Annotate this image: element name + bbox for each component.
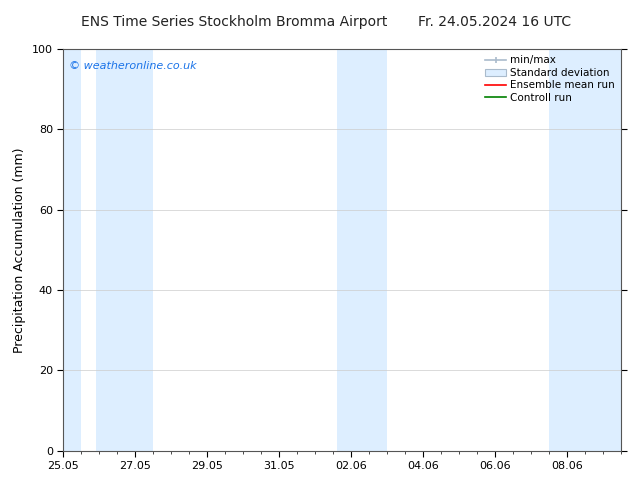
- Text: Fr. 24.05.2024 16 UTC: Fr. 24.05.2024 16 UTC: [418, 15, 571, 29]
- Bar: [96, 49, 153, 451]
- Y-axis label: Precipitation Accumulation (mm): Precipitation Accumulation (mm): [13, 147, 27, 353]
- Text: © weatheronline.co.uk: © weatheronline.co.uk: [69, 61, 197, 71]
- Text: ENS Time Series Stockholm Bromma Airport: ENS Time Series Stockholm Bromma Airport: [81, 15, 388, 29]
- Bar: [549, 49, 621, 451]
- Bar: [337, 49, 387, 451]
- Bar: [63, 49, 81, 451]
- Legend: min/max, Standard deviation, Ensemble mean run, Controll run: min/max, Standard deviation, Ensemble me…: [482, 52, 618, 106]
